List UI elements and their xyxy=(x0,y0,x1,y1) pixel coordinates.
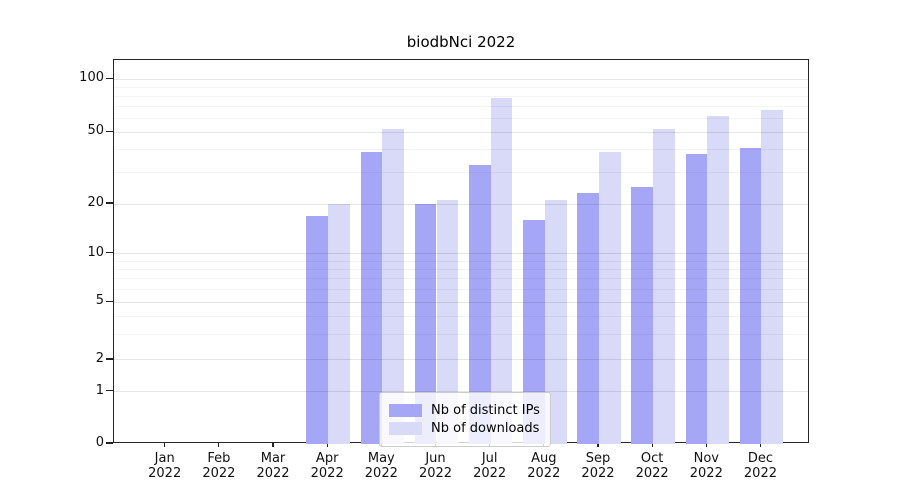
y-tick-mark-0 xyxy=(106,442,113,444)
x-tick-mark-dec xyxy=(759,443,762,447)
x-tick-label-feb: Feb 2022 xyxy=(202,451,236,481)
bar-downloads-jun xyxy=(436,200,459,444)
x-tick-mark-apr xyxy=(326,443,328,447)
minor-gridline-y-60 xyxy=(114,117,808,119)
x-tick-label-aug: Aug 2022 xyxy=(527,451,561,481)
y-tick-mark-2 xyxy=(106,358,113,360)
bar-downloads-jul xyxy=(490,98,513,444)
y-tick-mark-10 xyxy=(106,252,113,254)
bar-distinct-ips-jul xyxy=(468,164,491,444)
bar-downloads-nov xyxy=(707,115,729,444)
x-tick-label-mar: Mar 2022 xyxy=(256,451,290,481)
minor-gridline-y-80 xyxy=(114,95,808,97)
bar-distinct-ips-sep xyxy=(577,193,599,444)
legend-swatch-downloads xyxy=(389,422,422,435)
bar-distinct-ips-apr xyxy=(306,215,329,444)
y-tick-mark-5 xyxy=(106,300,113,302)
y-tick-mark-1 xyxy=(106,390,113,392)
gridline-y-100 xyxy=(114,78,808,80)
x-tick-label-jun: Jun 2022 xyxy=(418,451,453,481)
x-tick-mark-jan xyxy=(164,443,166,447)
x-tick-mark-feb xyxy=(218,443,220,447)
y-tick-label-50: 50 xyxy=(87,123,104,139)
x-tick-mark-oct xyxy=(651,443,653,447)
legend-item-downloads: Nb of downloads xyxy=(389,421,540,436)
bar-distinct-ips-dec xyxy=(739,147,762,444)
x-tick-label-nov: Nov 2022 xyxy=(689,451,723,481)
y-tick-label-1: 1 xyxy=(95,382,104,398)
bar-downloads-dec xyxy=(761,110,784,444)
y-tick-mark-50 xyxy=(106,130,113,132)
bar-distinct-ips-may xyxy=(360,151,383,444)
x-tick-mark-sep xyxy=(597,443,599,447)
x-tick-label-oct: Oct 2022 xyxy=(635,451,669,481)
legend-swatch-distinct-ips xyxy=(389,404,422,417)
minor-gridline-y-70 xyxy=(114,106,808,108)
bar-downloads-oct xyxy=(653,129,675,444)
y-tick-mark-100 xyxy=(106,77,113,79)
y-tick-label-5: 5 xyxy=(95,293,104,309)
y-tick-label-0: 0 xyxy=(95,435,104,450)
bar-distinct-ips-jun xyxy=(414,204,437,444)
chart-title: biodbNci 2022 xyxy=(406,33,516,51)
bar-distinct-ips-oct xyxy=(631,186,654,444)
bar-downloads-aug xyxy=(544,200,567,444)
x-tick-label-jan: Jan 2022 xyxy=(148,451,182,481)
y-tick-label-10: 10 xyxy=(87,244,104,260)
bar-downloads-apr xyxy=(328,204,350,444)
bar-distinct-ips-nov xyxy=(685,153,708,444)
y-tick-label-20: 20 xyxy=(87,195,104,210)
x-tick-label-may: May 2022 xyxy=(364,451,398,481)
bar-downloads-may xyxy=(382,129,405,444)
plot-area: Nb of distinct IPs Nb of downloads xyxy=(113,59,809,447)
legend-label-distinct-ips: Nb of distinct IPs xyxy=(431,403,540,418)
gridline-y-50 xyxy=(114,131,808,133)
x-tick-mark-nov xyxy=(705,443,707,447)
legend-label-downloads: Nb of downloads xyxy=(431,421,540,436)
x-tick-label-apr: Apr 2022 xyxy=(310,451,344,481)
bar-distinct-ips-aug xyxy=(523,219,545,444)
minor-gridline-y-90 xyxy=(114,86,808,88)
x-tick-label-sep: Sep 2022 xyxy=(581,451,615,481)
y-tick-label-100: 100 xyxy=(79,70,104,86)
minor-gridline-y-40 xyxy=(114,149,808,151)
y-tick-mark-20 xyxy=(106,202,113,204)
bar-downloads-sep xyxy=(598,151,621,444)
x-tick-label-jul: Jul 2022 xyxy=(473,451,507,481)
x-tick-mark-mar xyxy=(272,443,274,447)
y-tick-label-2: 2 xyxy=(95,350,104,366)
legend-item-distinct-ips: Nb of distinct IPs xyxy=(389,403,540,418)
x-tick-label-dec: Dec 2022 xyxy=(743,451,777,481)
legend: Nb of distinct IPs Nb of downloads xyxy=(379,392,551,447)
